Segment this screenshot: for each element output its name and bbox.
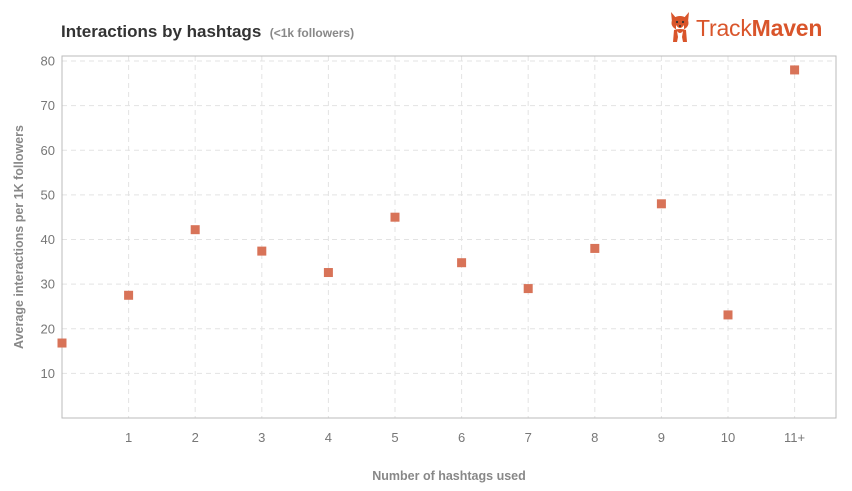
logo-text-track: Track [696,14,752,41]
data-point-3 [257,246,267,256]
x-tick-label: 11+ [784,430,805,445]
x-tick-label: 10 [721,430,735,445]
x-tick-label: 6 [458,430,465,445]
x-tick-label: 1 [125,430,132,445]
data-point-1 [124,290,134,300]
y-tick-label: 40 [41,232,55,247]
y-axis-label: Average interactions per 1K followers [12,125,26,349]
data-point-6 [457,258,467,268]
grid-lines [62,56,836,418]
x-tick-label: 7 [525,430,532,445]
x-tick-label: 3 [258,430,265,445]
x-axis-label: Number of hashtags used [372,469,526,483]
data-point-2 [190,225,200,235]
chart-title-subtitle: (<1k followers) [269,26,355,40]
y-tick-label: 10 [41,366,55,381]
y-tick-label: 80 [41,54,55,69]
y-tick-label: 70 [41,98,55,113]
data-points [57,65,800,348]
data-point-0 [57,338,67,348]
x-tick-label: 8 [591,430,598,445]
y-axis-ticks: 10 20 30 40 50 60 70 80 [41,54,55,381]
data-point-11plus [790,65,800,75]
data-point-5 [390,212,400,222]
y-tick-label: 20 [41,321,55,336]
chart-title: Interactions by hashtags (<1k followers) [61,22,354,42]
data-point-7 [523,284,533,294]
logo-text-maven: Maven [751,14,823,41]
x-tick-label: 9 [658,430,665,445]
x-tick-label: 5 [391,430,398,445]
y-tick-label: 30 [41,277,55,292]
logo-text: TrackMaven [696,15,822,42]
corgi-dog-icon [668,10,692,46]
chart-title-main: Interactions by hashtags [61,22,262,41]
data-point-8 [590,243,600,253]
data-point-4 [323,268,333,278]
data-point-9 [656,199,666,209]
y-tick-label: 60 [41,143,55,158]
data-point-10 [723,310,733,320]
x-tick-label: 2 [192,430,199,445]
trackmaven-logo: TrackMaven [668,10,822,46]
y-tick-label: 50 [41,187,55,202]
x-axis-ticks: 1 2 3 4 5 6 7 8 9 10 11+ [125,430,805,445]
x-tick-label: 4 [325,430,332,445]
plot-area-border [61,55,837,419]
